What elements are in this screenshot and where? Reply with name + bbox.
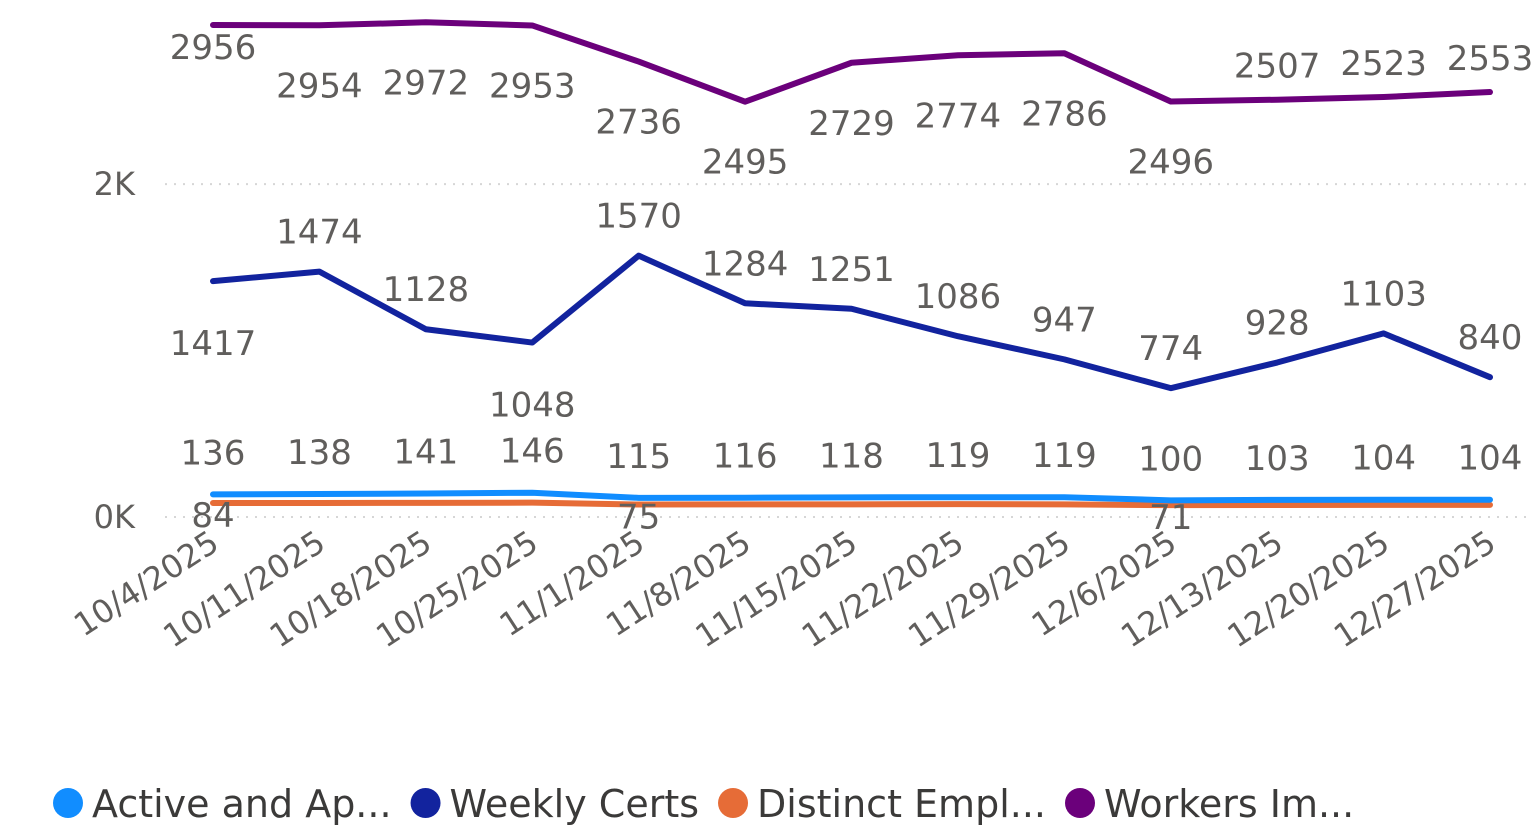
data-label: 1417 [170,324,257,364]
legend-marker [718,788,749,818]
data-label: 1103 [1340,274,1427,314]
data-label: 2507 [1234,47,1321,87]
data-label: 104 [1351,439,1416,479]
data-label: 103 [1245,439,1310,479]
data-label: 928 [1245,304,1310,344]
data-label: 75 [617,498,660,538]
data-label: 2496 [1127,143,1214,183]
series-line [210,499,1493,509]
data-label: 146 [500,432,565,472]
legend-label: Workers Im... [1104,782,1354,826]
series-line [210,252,1493,392]
data-label: 2736 [595,103,682,143]
data-label: 1048 [489,386,576,426]
data-label: 118 [819,436,884,476]
data-label: 1284 [702,244,789,284]
data-label: 119 [925,436,990,476]
data-label: 2774 [915,96,1002,136]
legend-label: Weekly Certs [450,782,699,826]
data-label: 116 [713,437,778,477]
series-line [210,19,1493,105]
data-label: 119 [1032,436,1097,476]
data-label: 2523 [1340,44,1427,84]
data-label: 84 [191,496,234,536]
legend-label: Distinct Empl... [757,782,1046,826]
legend-marker [1065,788,1095,818]
data-label: 1128 [383,270,470,310]
data-label: 100 [1138,439,1203,479]
data-label: 138 [287,433,352,473]
legend-label: Active and Ap... [92,782,392,826]
series-line [210,489,1493,504]
data-label: 2972 [383,63,470,103]
data-label: 2553 [1447,39,1534,79]
data-label: 947 [1032,300,1097,340]
data-label: 2953 [489,66,576,106]
data-label: 115 [606,437,671,477]
data-label: 1251 [808,250,895,290]
data-label: 2786 [1021,94,1108,134]
data-label: 1474 [276,213,363,253]
data-label: 840 [1458,318,1523,358]
data-label: 104 [1458,439,1523,479]
y-tick-label: 2K [94,165,136,203]
y-tick-label: 0K [94,498,136,536]
data-label: 136 [181,433,246,473]
legend-marker [53,788,83,818]
data-label: 1570 [595,197,682,237]
data-label: 2954 [276,66,363,106]
data-label: 141 [393,433,458,473]
data-label: 2729 [808,104,895,144]
data-label: 71 [1149,498,1192,538]
legend-marker [410,788,441,818]
data-label: 2956 [170,28,257,68]
data-label: 2495 [702,143,789,183]
data-label: 774 [1138,329,1203,369]
data-label: 1086 [915,277,1002,317]
